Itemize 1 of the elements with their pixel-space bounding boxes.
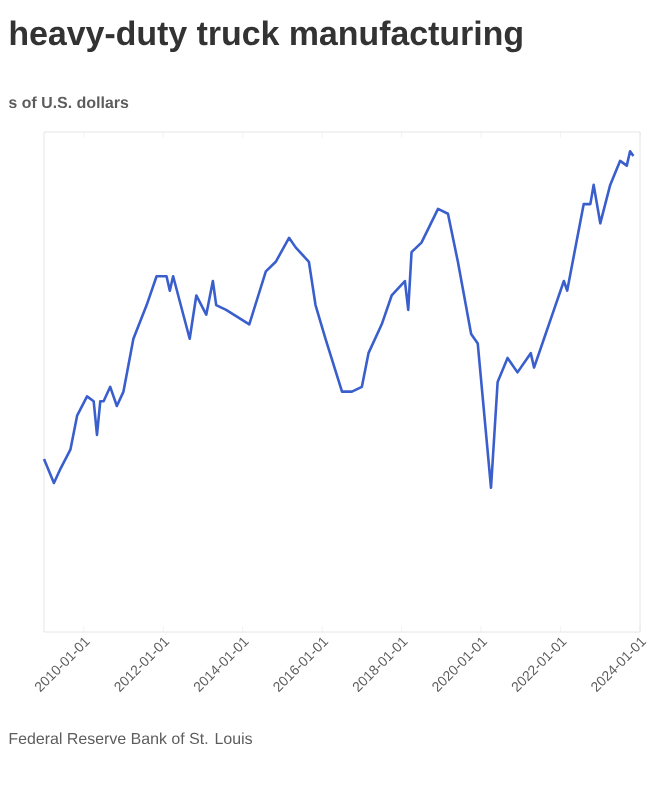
- chart-title: heavy-duty truck manufacturing: [10, 20, 522, 53]
